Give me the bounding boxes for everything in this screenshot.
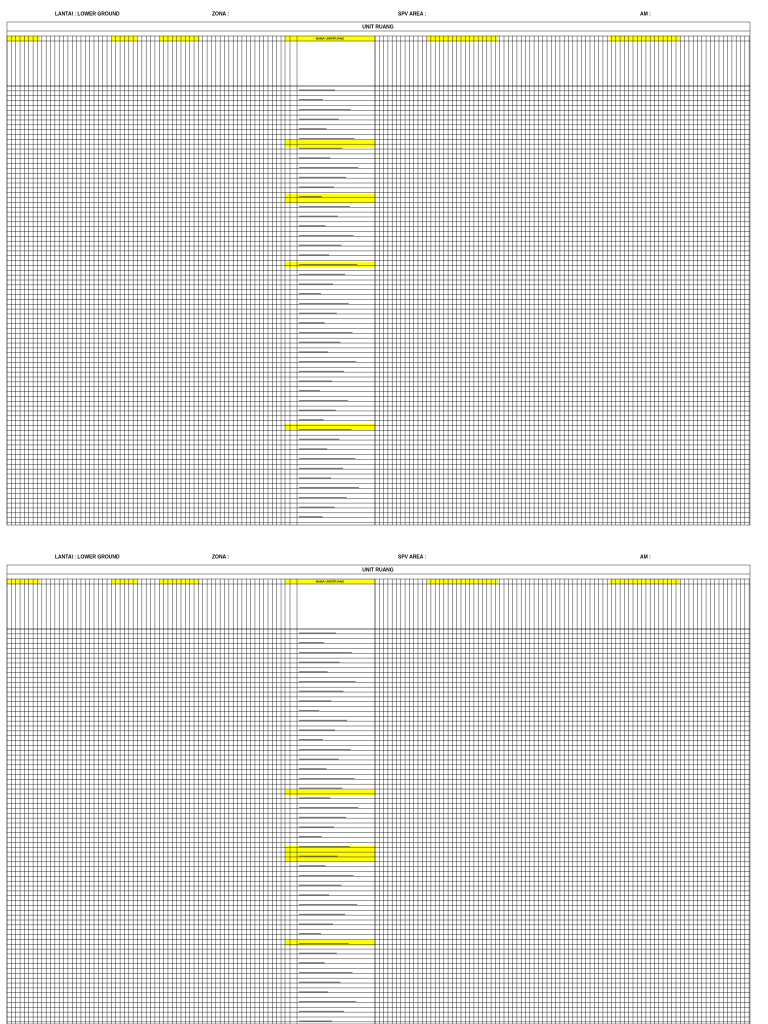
floor-label: LANTAI : LOWER GROUND [55,11,120,17]
name-header: NAMA UNIT/RUANG [316,579,345,583]
am-label: AM : [640,554,651,560]
floor-label: LANTAI : LOWER GROUND [55,554,120,560]
zone-label: ZONA : [212,554,229,560]
header-highlight [7,579,40,584]
header-highlight [7,36,40,41]
zone-label: ZONA : [212,11,229,17]
row-highlight [285,140,375,147]
spv-label: SPV AREA : [398,554,427,560]
spv-label: SPV AREA : [398,11,427,17]
table-title: UNIT RUANG [362,567,393,573]
header-highlight [427,579,498,584]
row-highlight [285,194,375,203]
header-highlight [610,36,680,41]
row-highlight [285,846,375,862]
header-highlight [427,36,498,41]
row-highlight [285,790,375,795]
header-highlight [160,579,200,584]
table-title: UNIT RUANG [362,24,393,30]
name-header: NAMA UNIT/RUANG [316,36,345,40]
header-highlight [610,579,680,584]
row-highlight [285,424,375,430]
header-highlight [285,36,375,41]
header-highlight [160,36,200,41]
header-highlight [285,579,375,584]
am-label: AM : [640,11,651,17]
